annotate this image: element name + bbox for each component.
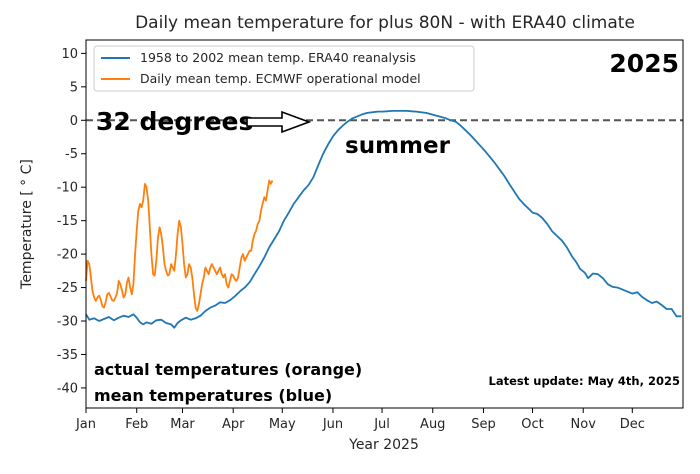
y-tick-label: 10: [61, 47, 78, 62]
x-tick-label: Nov: [571, 417, 597, 432]
y-tick-label: -5: [65, 147, 78, 162]
x-tick-label: Feb: [125, 417, 148, 432]
arrow-icon: [246, 110, 312, 134]
year-label: 2025: [609, 49, 679, 78]
x-tick-label: Mar: [170, 417, 195, 432]
x-tick-label: Oct: [521, 417, 543, 432]
chart-title: Daily mean temperature for plus 80N - wi…: [135, 13, 635, 33]
series-group: [85, 110, 682, 329]
summer-label: summer: [345, 133, 451, 159]
x-tick-label: Sep: [471, 417, 496, 432]
y-tick-label: -10: [57, 181, 78, 196]
x-axis: Jan Feb Mar Apr May Jun Jul Aug Sep Oct Nov Dec: [75, 408, 645, 432]
y-axis-label: Temperature [ ° C]: [19, 159, 35, 290]
y-tick-label: 5: [70, 80, 78, 95]
legend: 1958 to 2002 mean temp. ERA40 reanalysis…: [93, 45, 475, 92]
latest-update-label: Latest update: May 4th, 2025: [489, 374, 680, 388]
y-tick-label: -30: [57, 315, 78, 330]
x-tick-label: Jan: [75, 417, 96, 432]
legend-label-era40: 1958 to 2002 mean temp. ERA40 reanalysis: [140, 50, 416, 65]
x-tick-label: Aug: [420, 417, 445, 432]
y-tick-label: -25: [57, 281, 78, 296]
actual-temperatures-label: actual temperatures (orange): [94, 360, 362, 379]
plot-frame: [85, 39, 684, 409]
y-tick-label: -35: [57, 348, 78, 363]
x-tick-label: Apr: [222, 417, 245, 432]
series-line-ecmwf-daily: [85, 179, 274, 312]
y-tick-label: 0: [70, 114, 78, 129]
series-line-era40-mean: [85, 110, 682, 329]
x-tick-label: Jun: [322, 417, 343, 432]
mean-temperatures-label: mean temperatures (blue): [94, 386, 332, 405]
x-tick-label: Dec: [620, 417, 645, 432]
y-tick-label: -15: [57, 214, 78, 229]
y-axis: 10 5 0 -5 -10 -15 -20 -25 -30 -35 -40: [57, 47, 86, 396]
legend-label-ecmwf: Daily mean temp. ECMWF operational model: [140, 71, 421, 86]
x-tick-label: May: [269, 417, 296, 432]
x-axis-label: Year 2025: [348, 437, 419, 453]
y-tick-label: -40: [57, 381, 78, 396]
y-tick-label: -20: [57, 248, 78, 263]
legend-box: [93, 45, 475, 92]
x-tick-label: Jul: [373, 417, 390, 432]
plot-area: [86, 40, 683, 408]
degrees-label: 32 degrees: [96, 107, 253, 136]
